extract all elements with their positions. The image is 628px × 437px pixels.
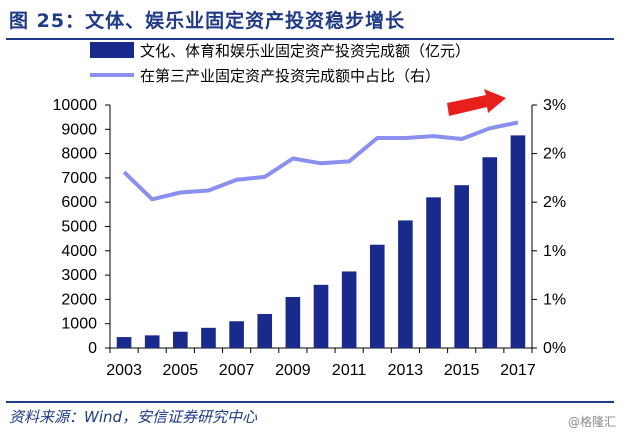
bar bbox=[398, 220, 413, 348]
left-axis-tick-label: 6000 bbox=[61, 194, 97, 211]
bar bbox=[482, 157, 498, 348]
bar bbox=[144, 335, 160, 348]
bar bbox=[313, 284, 329, 348]
left-axis-tick-label: 3000 bbox=[61, 267, 97, 284]
left-axis-tick-label: 2000 bbox=[61, 291, 97, 308]
bar bbox=[454, 185, 469, 348]
x-axis-tick-label: 2005 bbox=[163, 362, 199, 379]
axes: 0 1000 2000 3000 4000 5000 6000 7000 8000 9000 100… bbox=[53, 97, 567, 379]
arrow-shape bbox=[447, 89, 506, 116]
left-axis-tick-label: 4000 bbox=[61, 243, 97, 260]
x-axis-tick-label: 2017 bbox=[500, 362, 536, 379]
left-axis-tick-label: 0 bbox=[88, 340, 97, 357]
chart-title: 图 25：文体、娱乐业固定资产投资稳步增长 bbox=[9, 6, 405, 33]
bar bbox=[229, 321, 244, 348]
right-axis-tick-label: 1% bbox=[543, 243, 566, 260]
x-axis-tick-label: 2015 bbox=[444, 362, 480, 379]
title-divider bbox=[6, 38, 614, 40]
share-line bbox=[122, 120, 519, 202]
bar bbox=[369, 244, 385, 348]
left-axis-tick-label: 7000 bbox=[61, 170, 97, 187]
left-axis-tick-label: 8000 bbox=[61, 146, 97, 163]
legend-bar-swatch bbox=[90, 42, 134, 58]
legend: 文化、体育和娱乐业固定资产投资完成额（亿元） 在第三产业固定资产投资完成额中占比（… bbox=[90, 42, 470, 85]
right-axis-tick-label: 2% bbox=[543, 146, 566, 163]
left-axis-tick-label: 9000 bbox=[61, 121, 97, 138]
source-divider bbox=[6, 401, 614, 403]
right-axis-tick-label: 1% bbox=[543, 291, 566, 308]
source-note: 资料来源：Wind，安信证券研究中心 bbox=[9, 408, 258, 426]
watermark: @格隆汇 bbox=[567, 415, 616, 429]
bar-series bbox=[116, 135, 526, 348]
x-axis-tick-label: 2009 bbox=[275, 362, 311, 379]
red-upward-arrow-icon bbox=[447, 89, 506, 116]
figure-title: 文体、娱乐业固定资产投资稳步增长 bbox=[85, 10, 406, 32]
right-axis-tick-label: 2% bbox=[543, 194, 566, 211]
bar bbox=[257, 313, 273, 348]
x-axis-tick-label: 2007 bbox=[219, 362, 255, 379]
x-axis-tick-label: 2013 bbox=[388, 362, 424, 379]
left-axis-tick-label: 5000 bbox=[61, 219, 97, 236]
left-axis-tick-label: 1000 bbox=[61, 316, 97, 333]
figure-label: 图 25： bbox=[9, 10, 86, 32]
bar bbox=[285, 296, 301, 348]
right-axis-tick-label: 0% bbox=[543, 340, 566, 357]
left-axis-tick-label: 10000 bbox=[53, 97, 98, 114]
x-axis-tick-label: 2003 bbox=[106, 362, 142, 379]
line-series bbox=[122, 120, 519, 202]
x-axis-tick-label: 2011 bbox=[332, 362, 367, 379]
right-axis-tick-label: 3% bbox=[543, 97, 566, 114]
legend-line-label: 在第三产业固定资产投资完成额中占比（右） bbox=[140, 67, 440, 85]
bar bbox=[426, 197, 441, 348]
bar bbox=[116, 337, 132, 348]
bar bbox=[510, 135, 526, 348]
bar bbox=[341, 271, 357, 348]
bar bbox=[173, 331, 188, 348]
bar bbox=[201, 327, 216, 348]
legend-bar-label: 文化、体育和娱乐业固定资产投资完成额（亿元） bbox=[140, 43, 470, 60]
